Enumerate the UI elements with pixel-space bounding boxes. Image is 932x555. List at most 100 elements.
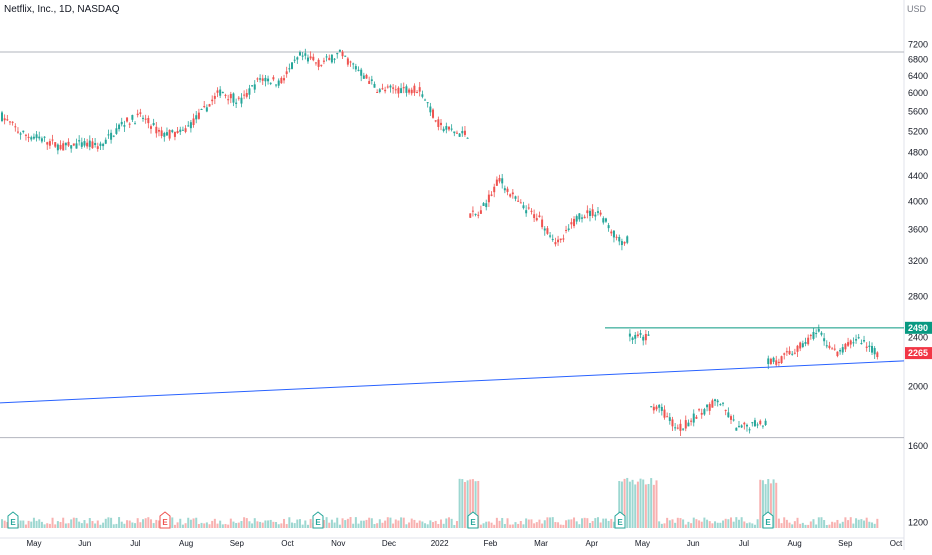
volume-bar: [844, 517, 847, 528]
volume-bar: [35, 520, 38, 528]
candle-body: [301, 55, 304, 57]
volume-bar: [594, 518, 597, 528]
candle-body: [221, 92, 224, 94]
price-badge-label: 2490: [908, 323, 928, 333]
volume-bar: [506, 518, 509, 528]
earnings-marker-label: E: [470, 518, 476, 527]
candle-body: [118, 124, 121, 130]
volume-bar: [857, 519, 860, 528]
candle-body: [288, 68, 291, 70]
candle-body: [498, 178, 501, 182]
volume-bar: [259, 521, 262, 528]
candle-body: [160, 130, 163, 137]
candle-body: [663, 409, 666, 418]
currency-label: USD: [906, 4, 926, 14]
candle-body: [24, 134, 27, 136]
y-tick-label: 7200: [908, 39, 928, 49]
candle-body: [30, 137, 33, 140]
volume-bar: [54, 524, 57, 528]
candle-body: [110, 132, 113, 140]
candle-body: [256, 78, 259, 80]
volume-bar: [352, 523, 355, 528]
volume-bar: [394, 519, 397, 528]
volume-bar: [801, 522, 804, 528]
candle-body: [461, 131, 464, 134]
candle-body: [604, 218, 607, 222]
volume-bar: [296, 519, 299, 528]
volume-bar: [644, 484, 647, 528]
volume-bar: [275, 521, 278, 528]
candle-body: [325, 56, 328, 58]
candle-body: [320, 64, 323, 66]
candle-body: [163, 133, 166, 137]
volume-bar: [700, 521, 703, 528]
candle-body: [610, 231, 613, 234]
candle-body: [684, 420, 687, 429]
candle-body: [104, 139, 107, 144]
candle-body: [384, 89, 387, 92]
candle-body: [16, 131, 19, 133]
earnings-marker: [762, 511, 774, 529]
volume-bar: [783, 517, 786, 528]
candle-body: [863, 340, 866, 342]
volume-bar: [602, 518, 605, 528]
volume-bar: [88, 518, 91, 528]
volume-bar: [714, 521, 717, 528]
candle-body: [453, 131, 456, 134]
volume-bar: [503, 523, 506, 528]
candle-body: [839, 349, 842, 352]
volume-bar: [690, 523, 693, 528]
candle-body: [112, 135, 115, 137]
candle-body: [107, 134, 110, 136]
candle-body: [868, 345, 871, 347]
volume-bar: [83, 520, 86, 528]
volume-bar: [820, 517, 823, 528]
volume-bar: [432, 522, 435, 528]
volume-bar: [43, 524, 46, 528]
candle-body: [232, 93, 235, 103]
candle-body: [615, 236, 618, 238]
volume-bar: [756, 519, 759, 528]
candle-body: [735, 427, 738, 431]
candle-body: [634, 334, 637, 339]
volume-bar: [735, 517, 738, 528]
volume-bar: [788, 522, 791, 528]
candle-body: [341, 51, 344, 57]
candle-body: [719, 404, 722, 406]
candle-body: [570, 222, 573, 225]
candle-body: [424, 99, 427, 101]
volume-bar: [189, 519, 192, 528]
volume-bar: [663, 523, 666, 528]
y-tick-label: 3200: [908, 256, 928, 266]
volume-bar: [618, 481, 621, 528]
volume-bar: [679, 518, 682, 528]
candle-body: [126, 117, 129, 122]
volume-bar: [440, 519, 442, 528]
candle-body: [700, 412, 703, 415]
volume-bar: [3, 520, 6, 528]
volume-bar: [777, 518, 780, 528]
candle-body: [296, 57, 299, 60]
y-tick-label: 2400: [908, 333, 928, 343]
candle-body: [743, 422, 746, 425]
volume-bar: [658, 521, 661, 528]
chart-title: Netflix, Inc., 1D, NASDAQ: [4, 4, 120, 15]
volume-bar: [434, 520, 437, 528]
earnings-marker-label: E: [10, 518, 16, 527]
candle-body: [394, 89, 397, 91]
volume-bar: [865, 517, 868, 528]
candle-body: [871, 346, 874, 353]
candle-body: [642, 336, 645, 341]
volume-bar: [639, 478, 642, 528]
candle-body: [275, 84, 278, 86]
candle-body: [876, 352, 879, 358]
volume-bar: [344, 520, 347, 528]
x-tick-label: Aug: [787, 539, 801, 548]
candle-body: [820, 332, 823, 335]
candle-body: [783, 353, 786, 355]
volume-bar: [107, 517, 110, 528]
candle-body: [322, 60, 325, 62]
candle-body: [216, 90, 219, 93]
